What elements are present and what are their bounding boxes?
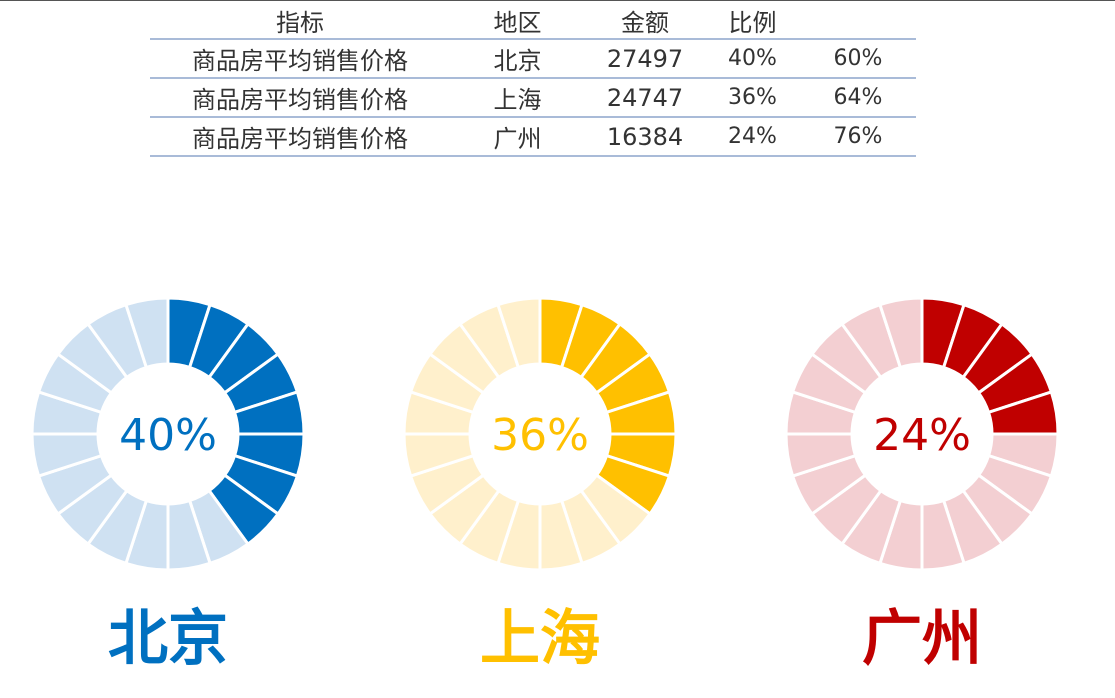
cell-amount: 27497 bbox=[585, 39, 705, 79]
city-label: 北京 bbox=[108, 604, 228, 674]
table-row: 商品房平均销售价格 北京 27497 40% 60% bbox=[150, 39, 916, 79]
city-label: 上海 bbox=[480, 604, 600, 674]
header-remainder bbox=[800, 3, 916, 40]
cell-amount: 16384 bbox=[585, 117, 705, 157]
header-amount: 金额 bbox=[585, 3, 705, 40]
header-ratio: 比例 bbox=[705, 3, 800, 40]
donut-chart: 36% 上海 bbox=[402, 296, 678, 674]
cell-indicator: 商品房平均销售价格 bbox=[150, 39, 450, 79]
cell-remainder: 76% bbox=[800, 117, 916, 157]
cell-ratio: 24% bbox=[705, 117, 800, 157]
data-table: 指标 地区 金额 比例 商品房平均销售价格 北京 27497 40% 60% 商… bbox=[150, 3, 916, 157]
cell-region: 上海 bbox=[450, 78, 585, 118]
donut-chart: 40% 北京 bbox=[30, 296, 306, 674]
donut-segment-empty bbox=[496, 296, 542, 370]
cell-indicator: 商品房平均销售价格 bbox=[150, 117, 450, 157]
cell-remainder: 64% bbox=[800, 78, 916, 118]
cell-amount: 24747 bbox=[585, 78, 705, 118]
cell-indicator: 商品房平均销售价格 bbox=[150, 78, 450, 118]
city-label: 广州 bbox=[862, 604, 982, 674]
cell-remainder: 60% bbox=[800, 39, 916, 79]
cell-region: 北京 bbox=[450, 39, 585, 79]
table-row: 商品房平均销售价格 上海 24747 36% 64% bbox=[150, 78, 916, 118]
donut-center-label: 36% bbox=[491, 410, 589, 461]
header-region: 地区 bbox=[450, 3, 585, 40]
table-row: 商品房平均销售价格 广州 16384 24% 76% bbox=[150, 117, 916, 157]
cell-region: 广州 bbox=[450, 117, 585, 157]
cell-ratio: 40% bbox=[705, 39, 800, 79]
donut-segment-empty bbox=[124, 296, 170, 370]
header-indicator: 指标 bbox=[150, 3, 450, 40]
cell-ratio: 36% bbox=[705, 78, 800, 118]
donut-center-label: 40% bbox=[119, 410, 217, 461]
table-header-row: 指标 地区 金额 比例 bbox=[150, 3, 916, 40]
donut-segment-empty bbox=[878, 296, 924, 370]
donut-chart: 24% 广州 bbox=[784, 296, 1060, 674]
donut-center-label: 24% bbox=[873, 410, 971, 461]
